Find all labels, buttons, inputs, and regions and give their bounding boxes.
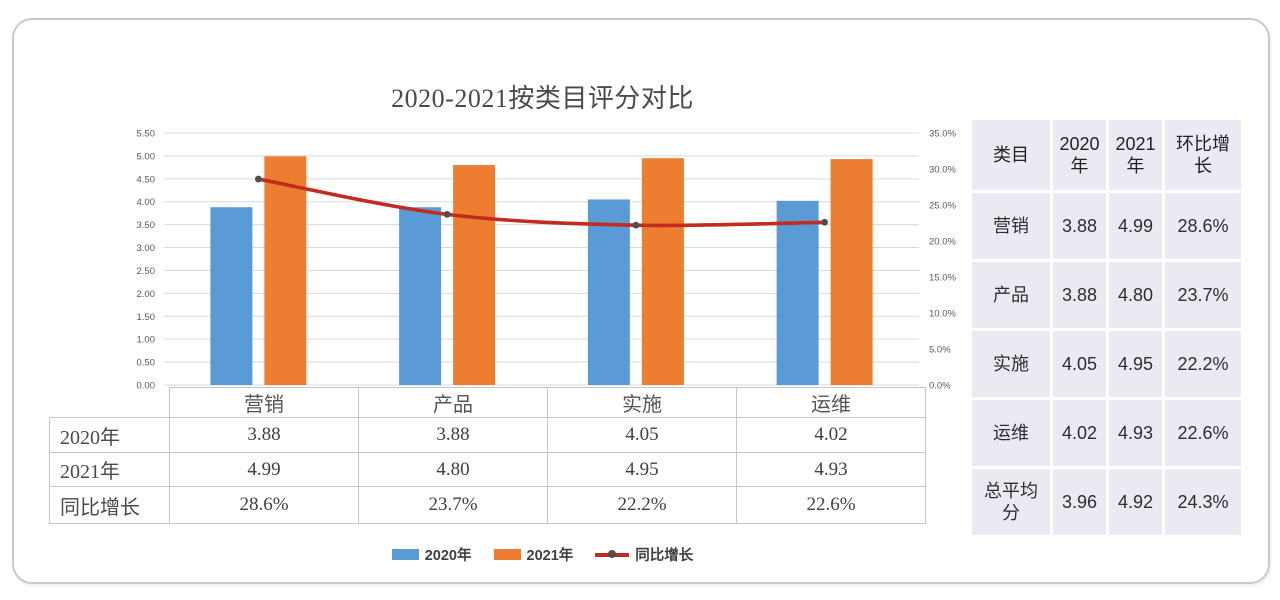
table-header-row: 营销 产品 实施 运维 — [50, 387, 926, 418]
row-label: 同比增长 — [49, 486, 170, 524]
right-axis-tick: 30.0% — [929, 165, 956, 176]
left-axis-tick: 5.50 — [137, 129, 156, 140]
left-axis-tick: 2.00 — [137, 289, 156, 300]
chart-card: 2020-2021按类目评分对比 0.00 0.50 1.00 1.50 2.00 2.5… — [12, 18, 1270, 584]
summary-cell: 22.6% — [1165, 400, 1241, 466]
right-axis-tick: 15.0% — [929, 273, 956, 284]
table-cell: 22.2% — [547, 486, 737, 524]
chart-legend: 2020年 2021年 同比增长 — [164, 544, 921, 565]
table-cell: 4.02 — [736, 417, 926, 453]
growth-marker-运维 — [821, 218, 829, 226]
table-row: 2021年 4.99 4.80 4.95 4.93 — [49, 452, 926, 487]
bar-2020年-实施 — [587, 199, 630, 385]
chart-title: 2020-2021按类目评分对比 — [391, 84, 694, 113]
legend-label: 2020年 — [424, 548, 472, 564]
left-axis-tick: 3.50 — [137, 220, 156, 231]
summary-cell: 4.80 — [1109, 262, 1162, 328]
right-axis-tick: 25.0% — [929, 201, 956, 212]
legend-item-2020: 2020年 — [391, 544, 472, 565]
summary-cell: 4.99 — [1109, 193, 1162, 259]
left-axis-tick: 4.00 — [137, 197, 156, 208]
legend-label: 2021年 — [526, 548, 574, 564]
combo-chart: 0.00 0.50 1.00 1.50 2.00 2.50 3.00 3.50 4.00 4.50… — [137, 129, 957, 392]
right-axis-tick: 20.0% — [929, 237, 956, 248]
table-cell: 22.6% — [736, 486, 926, 524]
table-cell: 23.7% — [358, 486, 548, 524]
table-cell: 4.99 — [169, 452, 359, 487]
summary-cell: 产品 — [972, 262, 1050, 328]
category-header: 营销 — [169, 387, 359, 418]
summary-cell: 4.02 — [1053, 400, 1106, 466]
summary-cell: 23.7% — [1165, 262, 1241, 328]
left-axis-tick: 3.00 — [137, 243, 156, 254]
summary-header-cell: 环比增长 — [1165, 120, 1241, 190]
summary-header-cell: 类目 — [972, 120, 1050, 190]
bar-2021年-营销 — [264, 156, 307, 385]
legend-item-growth: 同比增长 — [595, 544, 693, 565]
summary-cell: 22.2% — [1165, 331, 1241, 397]
summary-header-cell: 2021年 — [1109, 120, 1162, 190]
summary-cell: 实施 — [972, 331, 1050, 397]
left-axis-tick: 2.50 — [137, 266, 156, 277]
right-axis-tick: 10.0% — [929, 309, 956, 320]
growth-marker-实施 — [632, 221, 640, 229]
row-label: 2021年 — [49, 452, 170, 487]
summary-cell: 4.92 — [1109, 469, 1162, 535]
summary-cell: 4.95 — [1109, 331, 1162, 397]
summary-cell: 4.93 — [1109, 400, 1162, 466]
summary-header-cell: 2020年 — [1053, 120, 1106, 190]
bar-2020年-产品 — [399, 207, 442, 385]
left-axis-tick: 1.50 — [137, 312, 156, 323]
summary-cell: 运维 — [972, 400, 1050, 466]
summary-cell: 4.05 — [1053, 331, 1106, 397]
row-label: 2020年 — [49, 417, 170, 453]
table-row: 2020年 3.88 3.88 4.05 4.02 — [49, 417, 926, 453]
chart-data-table: 营销 产品 实施 运维 2020年 3.88 3.88 4.05 4.02 20… — [49, 387, 926, 524]
summary-cell: 3.96 — [1053, 469, 1106, 535]
bar-2021年-产品 — [453, 165, 496, 385]
legend-line-swatch — [595, 550, 630, 558]
growth-line — [256, 177, 827, 228]
legend-swatch-2020 — [391, 549, 419, 560]
left-axis-tick: 0.50 — [137, 358, 156, 369]
summary-cell: 营销 — [972, 193, 1050, 259]
left-axis-tick: 0.00 — [137, 381, 156, 392]
table-cell: 3.88 — [358, 417, 548, 453]
legend-line-marker-icon — [608, 550, 617, 558]
right-axis-tick: 5.0% — [929, 345, 951, 356]
table-cell: 4.05 — [547, 417, 737, 453]
summary-table: 类目 2020年 2021年 环比增长 营销 3.88 4.99 28.6% 产… — [972, 120, 1241, 535]
right-axis-tick: 0.0% — [929, 381, 951, 392]
summary-cell: 3.88 — [1053, 262, 1106, 328]
legend-label: 同比增长 — [635, 548, 694, 564]
bar-2021年-运维 — [830, 159, 873, 385]
left-axis-tick: 4.50 — [137, 174, 156, 185]
summary-cell: 24.3% — [1165, 469, 1241, 535]
bar-2021年-实施 — [641, 158, 684, 385]
growth-marker-产品 — [443, 210, 451, 218]
summary-cell: 3.88 — [1053, 193, 1106, 259]
left-axis-tick: 1.00 — [137, 335, 156, 346]
left-axis-tick: 5.00 — [137, 151, 156, 162]
table-corner-cell — [50, 388, 170, 418]
legend-item-2021: 2021年 — [493, 544, 574, 565]
category-header: 运维 — [736, 387, 926, 418]
table-cell: 3.88 — [169, 417, 359, 453]
category-header: 产品 — [358, 387, 548, 418]
summary-cell: 28.6% — [1165, 193, 1241, 259]
table-cell: 4.80 — [358, 452, 548, 487]
table-cell: 28.6% — [169, 486, 359, 524]
category-header: 实施 — [547, 387, 737, 418]
table-row: 同比增长 28.6% 23.7% 22.2% 22.6% — [49, 486, 926, 524]
table-cell: 4.93 — [736, 452, 926, 487]
right-axis-tick: 35.0% — [929, 129, 956, 140]
summary-cell: 总平均分 — [972, 469, 1050, 535]
table-cell: 4.95 — [547, 452, 737, 487]
legend-swatch-2021 — [493, 549, 521, 560]
bar-2020年-运维 — [776, 200, 819, 385]
growth-marker-营销 — [254, 175, 262, 183]
bar-2020年-营销 — [210, 207, 253, 385]
